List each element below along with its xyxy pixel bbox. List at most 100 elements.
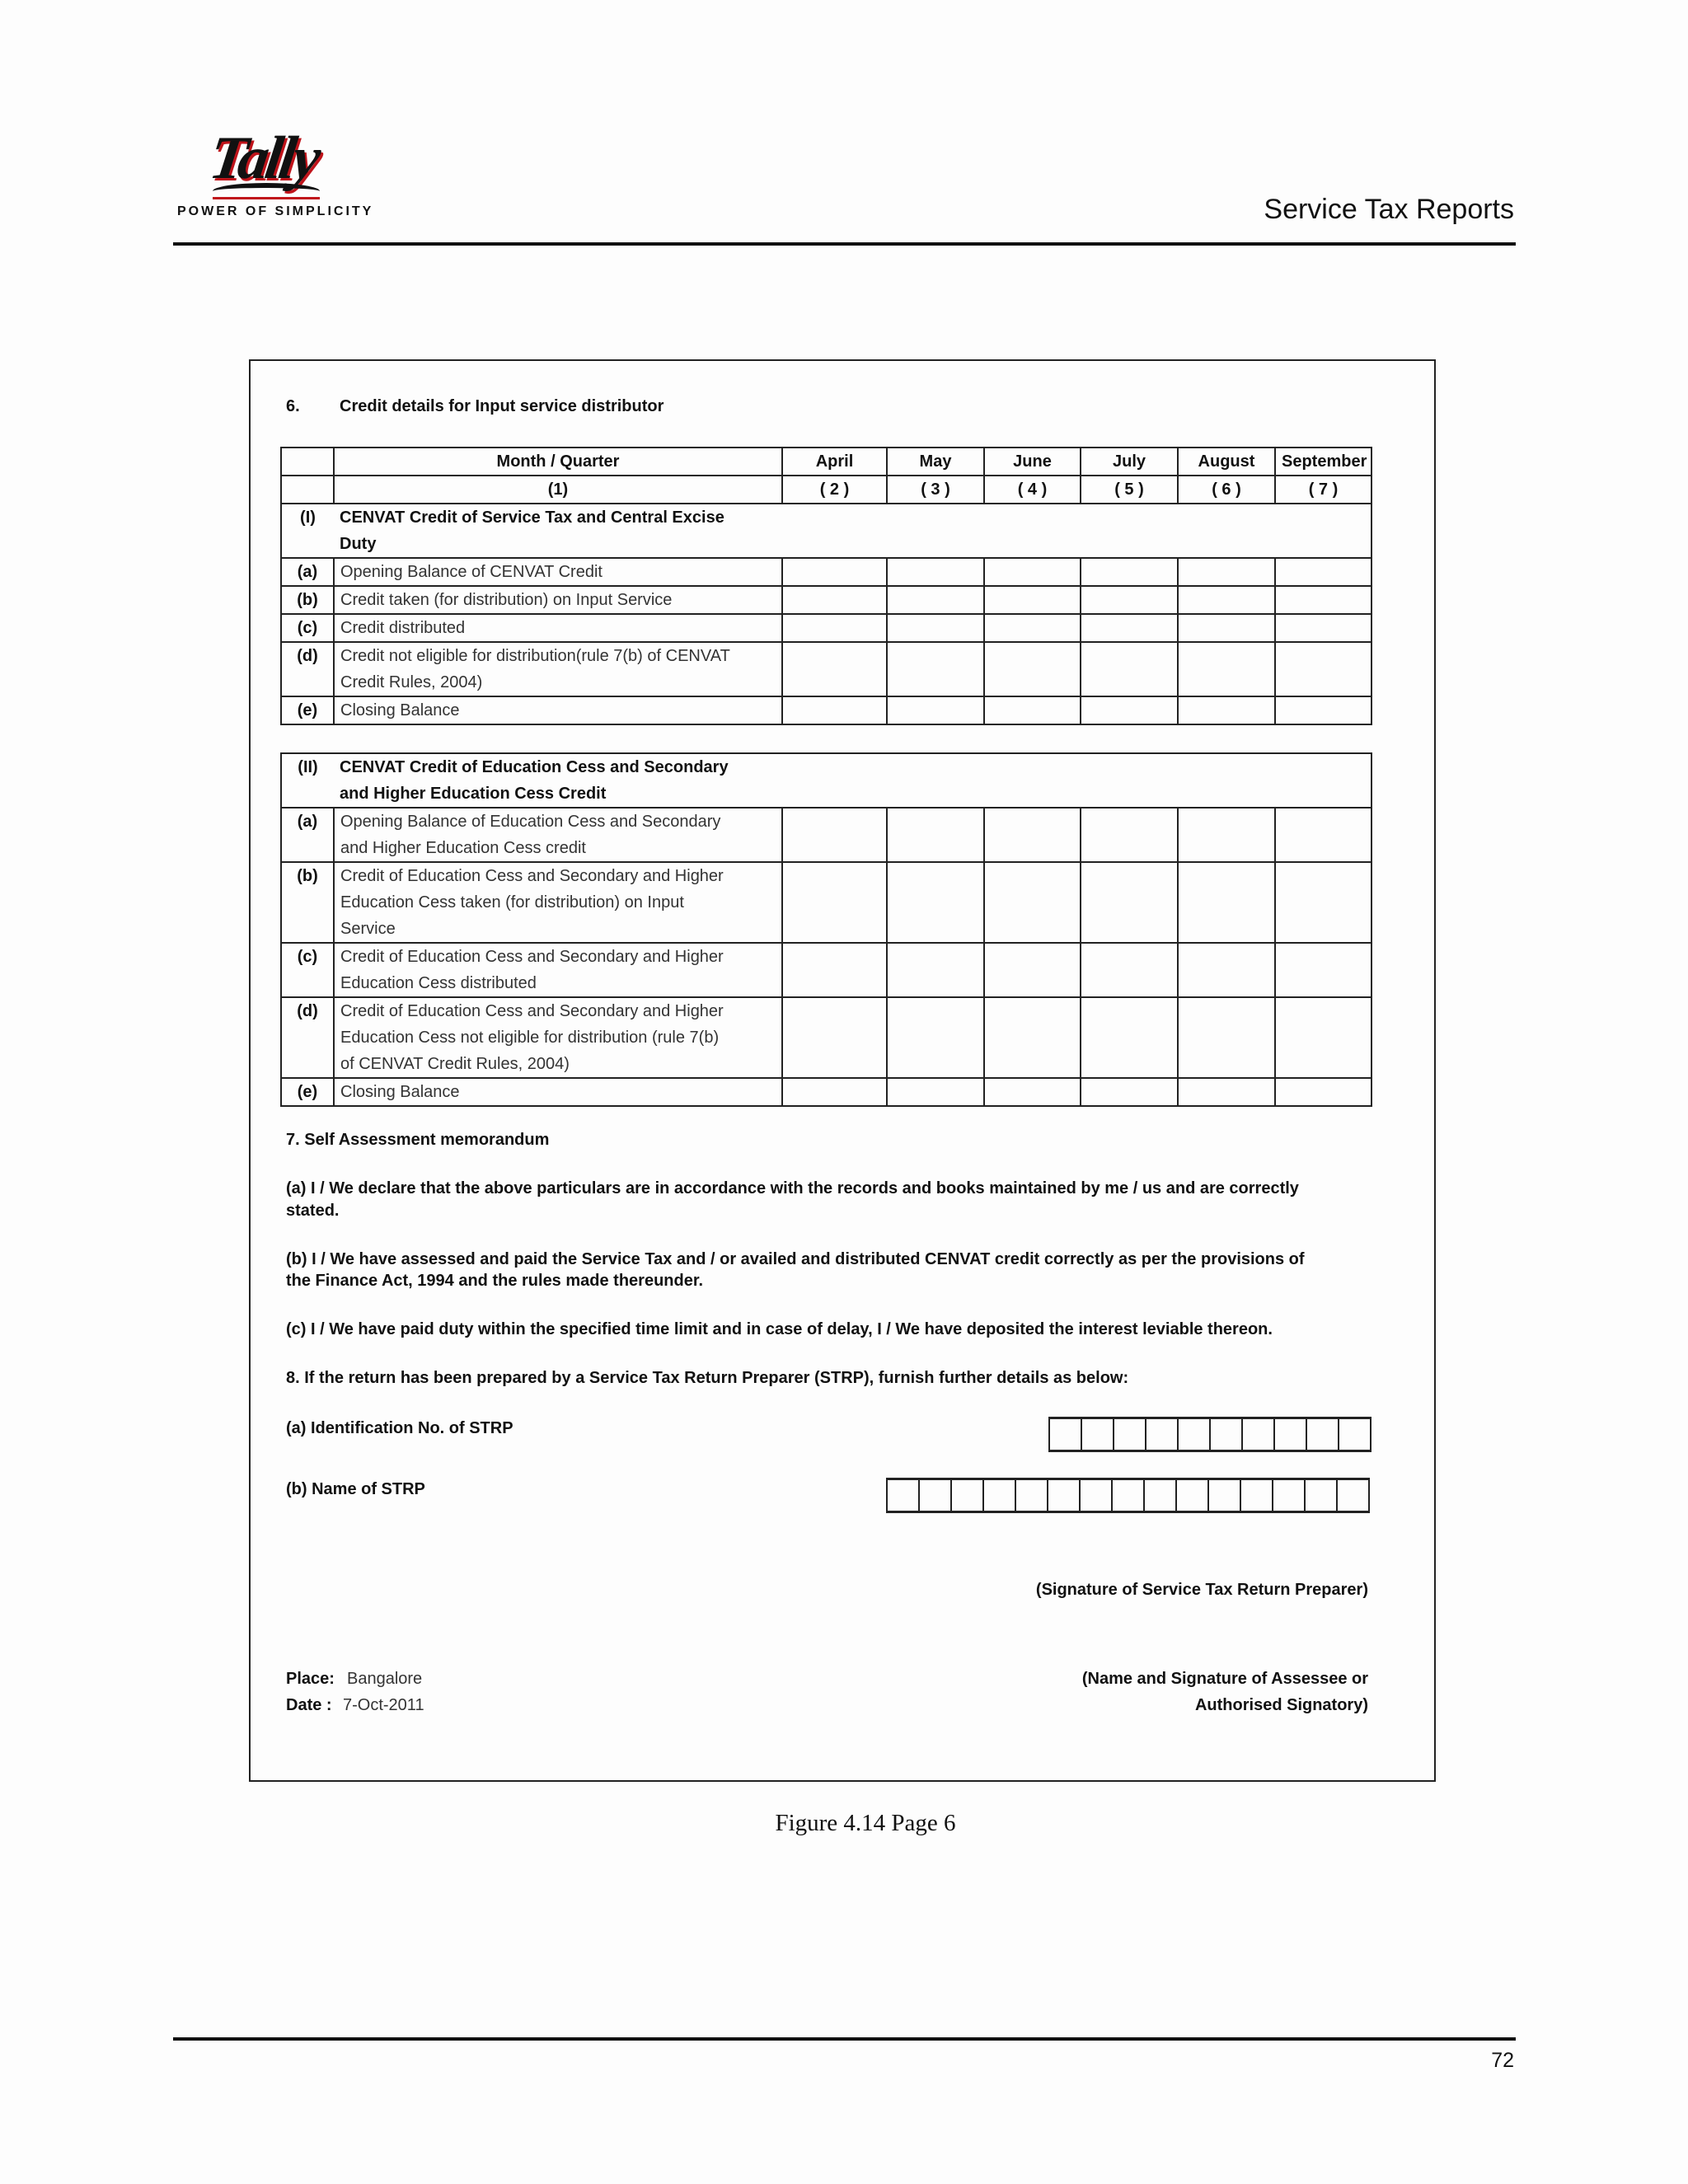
- month-value-cell[interactable]: [886, 1077, 985, 1107]
- character-box[interactable]: [1048, 1480, 1081, 1511]
- month-value-cell[interactable]: [983, 807, 1081, 863]
- month-value-cell[interactable]: [983, 942, 1081, 998]
- month-value-cell[interactable]: [983, 696, 1081, 725]
- character-box[interactable]: [1307, 1419, 1339, 1450]
- month-value-cell[interactable]: [1177, 585, 1276, 615]
- character-box[interactable]: [984, 1480, 1016, 1511]
- month-value-cell[interactable]: [1177, 807, 1276, 863]
- character-box[interactable]: [1016, 1480, 1048, 1511]
- month-value-cell[interactable]: [983, 557, 1081, 587]
- character-box[interactable]: [1179, 1419, 1211, 1450]
- month-value-cell[interactable]: [886, 613, 985, 643]
- month-value-cell[interactable]: [1273, 1077, 1373, 1107]
- credit-table-part-2: (II) CENVAT Credit of Education Cess and …: [280, 752, 1373, 1107]
- month-value-cell[interactable]: [1177, 613, 1276, 643]
- month-value-cell[interactable]: [983, 613, 1081, 643]
- month-value-cell[interactable]: [886, 942, 985, 998]
- month-value-cell[interactable]: [1273, 861, 1373, 944]
- month-value-cell[interactable]: [1273, 996, 1373, 1079]
- assessee-signature-line-2: Authorised Signatory): [1194, 1696, 1368, 1714]
- month-value-cell[interactable]: [1274, 613, 1372, 643]
- character-box[interactable]: [1339, 1419, 1370, 1450]
- month-value-cell[interactable]: [781, 696, 888, 725]
- month-value-cell[interactable]: [1080, 1077, 1179, 1107]
- month-value-cell[interactable]: [1274, 641, 1372, 697]
- character-box[interactable]: [888, 1480, 920, 1511]
- month-value-cell[interactable]: [1177, 696, 1276, 725]
- month-value-cell[interactable]: [1273, 807, 1373, 863]
- month-value-cell[interactable]: [781, 585, 888, 615]
- month-value-cell[interactable]: [983, 641, 1081, 697]
- month-value-cell[interactable]: [1080, 613, 1179, 643]
- month-value-cell[interactable]: [1274, 696, 1372, 725]
- month-value-cell[interactable]: [1177, 861, 1276, 944]
- character-box[interactable]: [1081, 1480, 1113, 1511]
- month-value-cell[interactable]: [1274, 557, 1372, 587]
- month-value-cell[interactable]: [781, 557, 888, 587]
- row-description: Credit not eligible for distribution(rul…: [333, 641, 783, 697]
- character-box[interactable]: [1275, 1419, 1307, 1450]
- month-value-cell[interactable]: [1274, 585, 1372, 615]
- month-value-cell[interactable]: [983, 585, 1081, 615]
- character-box[interactable]: [1146, 1419, 1179, 1450]
- month-value-cell[interactable]: [781, 807, 888, 863]
- month-value-cell[interactable]: [781, 613, 888, 643]
- strp-name-boxes[interactable]: [886, 1478, 1370, 1513]
- month-value-cell[interactable]: [1080, 996, 1179, 1079]
- strp-id-label: (a) Identification No. of STRP: [286, 1419, 513, 1437]
- character-box[interactable]: [1113, 1480, 1145, 1511]
- table-row: (d) Credit not eligible for distribution(…: [280, 641, 1372, 697]
- character-box[interactable]: [920, 1480, 952, 1511]
- character-box[interactable]: [1338, 1480, 1368, 1511]
- character-box[interactable]: [1114, 1419, 1146, 1450]
- section-7-title: 7. Self Assessment memorandum: [286, 1131, 550, 1149]
- table-row: (c) Credit distributed: [280, 613, 1372, 643]
- month-value-cell[interactable]: [886, 557, 985, 587]
- month-value-cell[interactable]: [1177, 996, 1276, 1079]
- month-value-cell[interactable]: [781, 942, 888, 998]
- character-box[interactable]: [1209, 1480, 1241, 1511]
- character-box[interactable]: [1050, 1419, 1082, 1450]
- month-value-cell[interactable]: [1080, 696, 1179, 725]
- character-box[interactable]: [1306, 1480, 1338, 1511]
- month-value-cell[interactable]: [1273, 942, 1373, 998]
- month-value-cell[interactable]: [781, 641, 888, 697]
- month-value-cell[interactable]: [781, 996, 888, 1079]
- month-value-cell[interactable]: [886, 641, 985, 697]
- section-label: (II): [280, 752, 334, 808]
- character-box[interactable]: [1273, 1480, 1306, 1511]
- month-value-cell[interactable]: [1177, 1077, 1276, 1107]
- character-box[interactable]: [1211, 1419, 1243, 1450]
- character-box[interactable]: [952, 1480, 984, 1511]
- month-value-cell[interactable]: [886, 585, 985, 615]
- character-box[interactable]: [1243, 1419, 1275, 1450]
- month-value-cell[interactable]: [1080, 861, 1179, 944]
- column-header: April: [781, 447, 888, 476]
- month-value-cell[interactable]: [886, 996, 985, 1079]
- month-value-cell[interactable]: [781, 1077, 888, 1107]
- character-box[interactable]: [1145, 1480, 1177, 1511]
- column-number: (1): [333, 475, 783, 504]
- row-label: (d): [280, 641, 335, 697]
- month-value-cell[interactable]: [1080, 942, 1179, 998]
- character-box[interactable]: [1082, 1419, 1114, 1450]
- month-value-cell[interactable]: [886, 696, 985, 725]
- month-value-cell[interactable]: [1177, 641, 1276, 697]
- month-value-cell[interactable]: [983, 861, 1081, 944]
- strp-id-boxes[interactable]: [1048, 1417, 1372, 1452]
- month-value-cell[interactable]: [886, 861, 985, 944]
- month-value-cell[interactable]: [983, 996, 1081, 1079]
- month-value-cell[interactable]: [1080, 807, 1179, 863]
- character-box[interactable]: [1241, 1480, 1273, 1511]
- month-value-cell[interactable]: [1177, 942, 1276, 998]
- column-number: ( 7 ): [1274, 475, 1372, 504]
- month-value-cell[interactable]: [983, 1077, 1081, 1107]
- month-value-cell[interactable]: [1080, 585, 1179, 615]
- month-value-cell[interactable]: [781, 861, 888, 944]
- month-value-cell[interactable]: [1080, 557, 1179, 587]
- place-label: Place:: [286, 1670, 335, 1688]
- month-value-cell[interactable]: [1080, 641, 1179, 697]
- character-box[interactable]: [1177, 1480, 1209, 1511]
- month-value-cell[interactable]: [1177, 557, 1276, 587]
- month-value-cell[interactable]: [886, 807, 985, 863]
